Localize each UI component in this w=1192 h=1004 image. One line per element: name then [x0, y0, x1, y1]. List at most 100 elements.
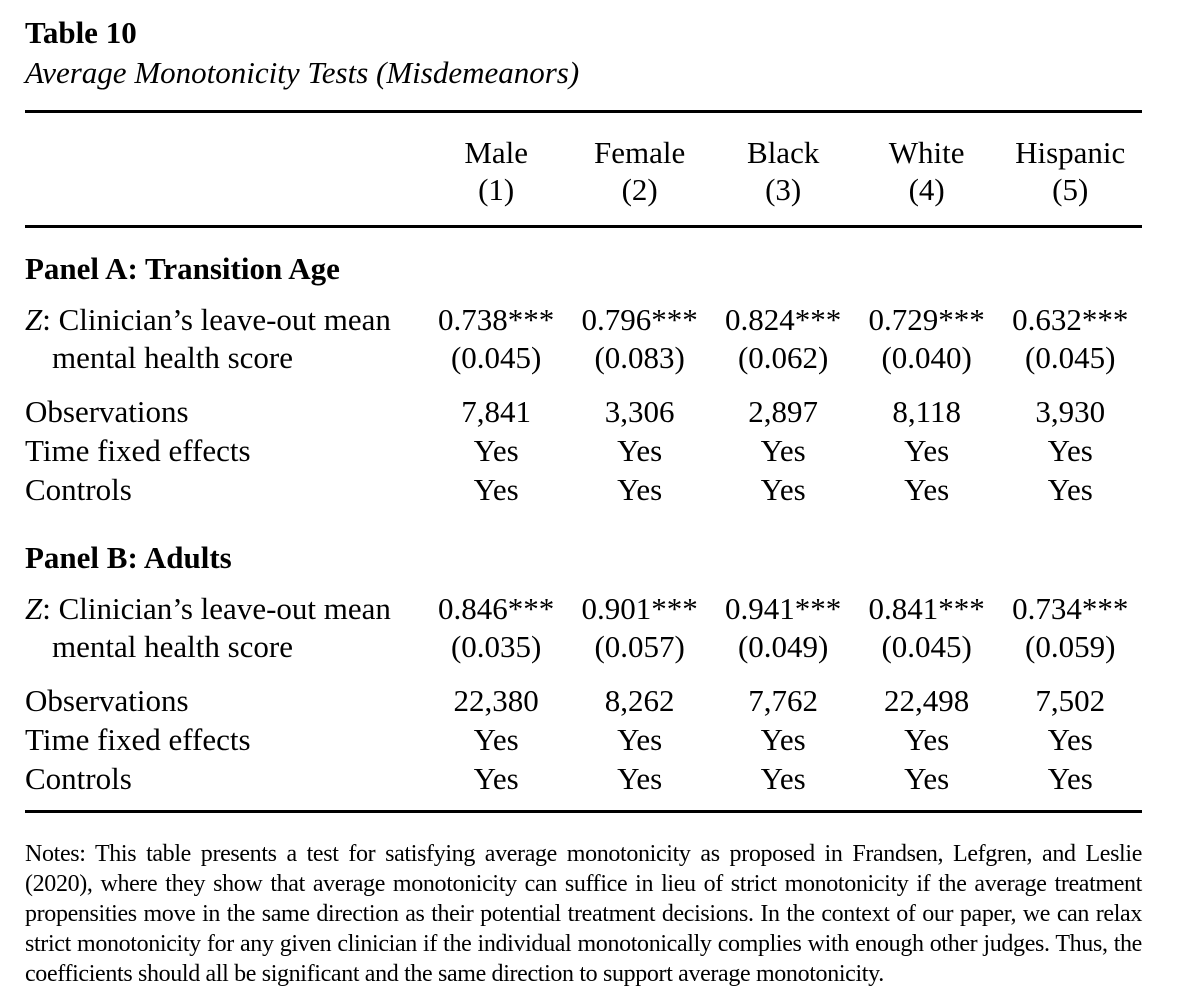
- fixed-effects-cell: Yes: [1047, 722, 1093, 757]
- coefficient-row: Z: Clinician’s leave-out mean 0.846*** 0.9…: [25, 584, 1142, 628]
- panel-heading: Panel A: Transition Age: [25, 251, 340, 286]
- panel-spacer: [25, 509, 1142, 517]
- row-label: Observations: [25, 683, 189, 718]
- column-number: (3): [765, 172, 802, 207]
- column-number: (2): [621, 172, 658, 207]
- fixed-effects-cell: Yes: [617, 722, 663, 757]
- controls-cell: Yes: [617, 761, 663, 796]
- controls-row: Controls Yes Yes Yes Yes Yes: [25, 759, 1142, 798]
- table-header: Male (1) Female (2) Black (3) White (4) …: [25, 113, 1142, 228]
- row-label: mental health score: [52, 629, 294, 664]
- coefficient-cell: 0.734***: [1012, 591, 1129, 626]
- column-number: (1): [478, 172, 515, 207]
- row-label: Controls: [25, 472, 132, 507]
- column-number: (4): [908, 172, 945, 207]
- observations-cell: 8,262: [604, 683, 675, 718]
- z-variable-label: : Clinician’s leave-out mean: [42, 302, 391, 337]
- coefficient-cell: 0.901***: [581, 591, 698, 626]
- std-error-cell: (0.057): [594, 629, 685, 664]
- table-title: Average Monotonicity Tests (Misdemeanors…: [25, 55, 580, 90]
- column-header-hispanic: Hispanic (5): [998, 113, 1142, 228]
- results-table: Male (1) Female (2) Black (3) White (4) …: [25, 113, 1142, 798]
- row-label: Z: Clinician’s leave-out mean: [25, 584, 424, 628]
- observations-row: Observations 22,380 8,262 7,762 22,498 7,502: [25, 681, 1142, 720]
- fixed-effects-cell: Yes: [904, 433, 950, 468]
- column-header-white: White (4): [854, 113, 999, 228]
- observations-cell: 3,930: [1035, 394, 1106, 429]
- std-error-cell: (0.035): [450, 629, 542, 664]
- fixed-effects-cell: Yes: [904, 722, 950, 757]
- observations-cell: 7,502: [1035, 683, 1106, 718]
- column-header-black: Black (3): [711, 113, 855, 228]
- row-label: Time fixed effects: [25, 433, 251, 468]
- std-error-row: mental health score (0.035) (0.057) (0.049)…: [25, 628, 1142, 666]
- column-label: Black: [747, 135, 820, 170]
- column-header-male: Male (1): [424, 113, 568, 228]
- table-body: Panel A: Transition Age Z: Clinician’s le…: [25, 227, 1142, 799]
- controls-cell: Yes: [1047, 472, 1093, 507]
- row-label: mental health score: [52, 340, 294, 375]
- controls-cell: Yes: [760, 472, 806, 507]
- controls-cell: Yes: [473, 472, 519, 507]
- time-fixed-effects-row: Time fixed effects Yes Yes Yes Yes Yes: [25, 720, 1142, 759]
- std-error-cell: (0.040): [881, 340, 972, 375]
- std-error-cell: (0.045): [450, 340, 542, 375]
- observations-cell: 22,498: [884, 683, 970, 718]
- z-variable-label: : Clinician’s leave-out mean: [42, 591, 391, 626]
- controls-row: Controls Yes Yes Yes Yes Yes: [25, 470, 1142, 509]
- std-error-cell: (0.062): [737, 340, 829, 375]
- bottom-rule: [25, 810, 1142, 813]
- controls-cell: Yes: [904, 472, 950, 507]
- coefficient-row: Z: Clinician’s leave-out mean 0.738*** 0.7…: [25, 295, 1142, 339]
- std-error-cell: (0.045): [1025, 340, 1116, 375]
- std-error-cell: (0.059): [1025, 629, 1116, 664]
- std-error-cell: (0.083): [594, 340, 685, 375]
- controls-cell: Yes: [760, 761, 806, 796]
- observations-cell: 3,306: [604, 394, 675, 429]
- table-notes: Notes: This table presents a test for sa…: [25, 841, 1142, 987]
- fixed-effects-cell: Yes: [760, 433, 806, 468]
- panel-heading-row: Panel A: Transition Age: [25, 227, 1142, 296]
- z-variable-symbol: Z: [25, 302, 43, 337]
- column-header-row: Male (1) Female (2) Black (3) White (4) …: [25, 113, 1142, 228]
- observations-cell: 2,897: [748, 394, 819, 429]
- top-rule: [25, 110, 1142, 113]
- column-label: Male: [464, 135, 529, 170]
- column-label: Female: [594, 135, 686, 170]
- fixed-effects-cell: Yes: [473, 722, 519, 757]
- fixed-effects-cell: Yes: [473, 433, 519, 468]
- fixed-effects-cell: Yes: [760, 722, 806, 757]
- observations-cell: 22,380: [453, 683, 539, 718]
- row-label: Observations: [25, 394, 189, 429]
- controls-cell: Yes: [1047, 761, 1093, 796]
- observations-cell: 8,118: [892, 394, 961, 429]
- row-spacer: [25, 377, 1142, 392]
- panel-heading: Panel B: Adults: [25, 540, 232, 575]
- row-spacer: [25, 666, 1142, 681]
- panel-heading-row: Panel B: Adults: [25, 517, 1142, 584]
- empty-header-cell: [25, 113, 425, 228]
- coefficient-cell: 0.729***: [868, 302, 985, 337]
- table-number: Table 10: [25, 15, 137, 50]
- observations-row: Observations 7,841 3,306 2,897 8,118 3,930: [25, 392, 1142, 431]
- column-number: (5): [1052, 172, 1089, 207]
- observations-cell: 7,841: [461, 394, 532, 429]
- std-error-cell: (0.045): [881, 629, 972, 664]
- observations-cell: 7,762: [748, 683, 819, 718]
- column-label: Hispanic: [1015, 135, 1126, 170]
- coefficient-cell: 0.632***: [1012, 302, 1129, 337]
- time-fixed-effects-row: Time fixed effects Yes Yes Yes Yes Yes: [25, 431, 1142, 470]
- coefficient-cell: 0.841***: [868, 591, 985, 626]
- controls-cell: Yes: [473, 761, 519, 796]
- coefficient-cell: 0.738***: [438, 302, 555, 337]
- std-error-cell: (0.049): [737, 629, 829, 664]
- coefficient-cell: 0.824***: [725, 302, 842, 337]
- coefficient-cell: 0.796***: [581, 302, 698, 337]
- controls-cell: Yes: [904, 761, 950, 796]
- row-label: Time fixed effects: [25, 722, 251, 757]
- controls-cell: Yes: [617, 472, 663, 507]
- coefficient-cell: 0.941***: [725, 591, 842, 626]
- column-label: White: [888, 135, 965, 170]
- z-variable-symbol: Z: [25, 591, 43, 626]
